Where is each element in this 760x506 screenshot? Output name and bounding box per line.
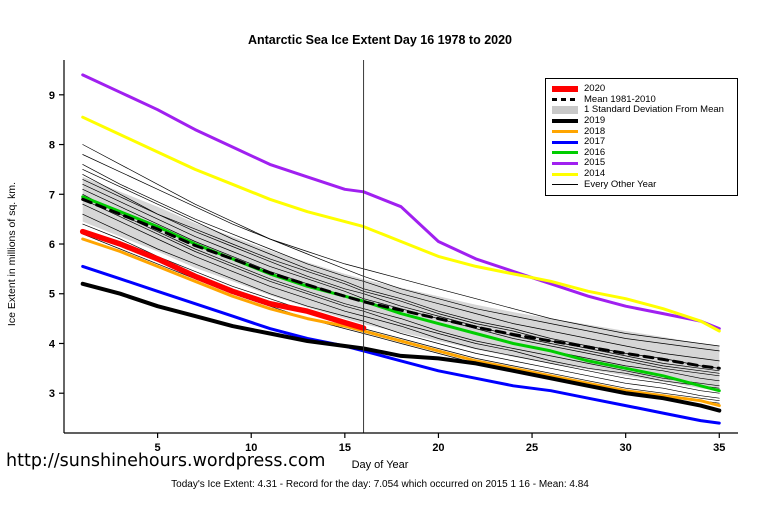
- legend-swatch: [552, 151, 578, 155]
- chart-title: Antarctic Sea Ice Extent Day 16 1978 to …: [247, 33, 513, 47]
- legend-swatch: [552, 98, 578, 102]
- legend-label: 2020: [584, 83, 606, 95]
- y-tick-label: 7: [49, 189, 55, 201]
- series-line-mean-1981-2010: [81, 197, 721, 370]
- legend-item-2014: 2014: [552, 169, 731, 180]
- legend-item-2020: 2020: [552, 84, 731, 95]
- legend-label: Mean 1981-2010: [584, 93, 656, 105]
- legend-swatch: [552, 130, 578, 134]
- legend-item-2019: 2019: [552, 116, 731, 127]
- legend-label: 2018: [584, 125, 606, 137]
- x-tick-label: 15: [339, 442, 351, 454]
- series-line-2015: [81, 73, 721, 331]
- series-line-2020: [79, 228, 367, 331]
- legend-item-2016: 2016: [552, 146, 731, 159]
- y-tick-label: 5: [49, 289, 55, 301]
- legend-item-1-standard-deviation-from-mean: 1 Standard Deviation From Mean: [552, 105, 731, 116]
- legend-swatch: [552, 184, 578, 186]
- x-tick-label: 20: [432, 442, 444, 454]
- y-tick-label: 6: [49, 239, 55, 251]
- y-axis-label: Ice Extent in millions of sq. km.: [6, 181, 18, 327]
- x-axis-label: Day of Year: [351, 459, 409, 471]
- legend-item-every-other-year: Every Other Year: [552, 179, 731, 190]
- legend-item-2018: 2018: [552, 126, 731, 137]
- every-other-year-line: [82, 193, 720, 387]
- every-other-year-line: [82, 213, 720, 399]
- every-other-year-line: [82, 169, 720, 369]
- x-tick-label: 10: [245, 442, 257, 454]
- every-other-year-line: [82, 223, 720, 402]
- legend-label: 2015: [584, 157, 606, 169]
- x-tick-label: 5: [155, 442, 161, 454]
- series-line-2014: [81, 115, 721, 333]
- legend-item-2017: 2017: [552, 137, 731, 148]
- legend-label: 2019: [584, 115, 606, 127]
- legend-item-mean-1981-2010: Mean 1981-2010: [552, 93, 731, 106]
- every-other-year-line: [82, 203, 720, 394]
- legend-label: 2014: [584, 168, 606, 180]
- y-tick-label: 4: [49, 338, 56, 350]
- legend-swatch: [552, 86, 578, 93]
- legend-label: 2017: [584, 136, 606, 148]
- every-other-year-line: [82, 198, 720, 389]
- y-tick-label: 9: [49, 90, 55, 102]
- every-other-year-line: [82, 174, 720, 374]
- legend-swatch: [552, 161, 578, 165]
- legend-label: 1 Standard Deviation From Mean: [584, 104, 724, 116]
- legend-label: Every Other Year: [584, 178, 657, 190]
- legend: 2020 Mean 1981-2010 1 Standard Deviation F…: [545, 78, 738, 196]
- x-tick-label: 30: [620, 442, 632, 454]
- legend-swatch: [552, 140, 578, 144]
- legend-swatch: [552, 119, 578, 124]
- legend-swatch: [552, 172, 578, 176]
- std-deviation-band: [82, 176, 720, 391]
- every-other-year-line: [82, 144, 720, 352]
- every-other-year-line: [82, 179, 720, 372]
- legend-swatch: [552, 106, 578, 115]
- x-tick-label: 35: [713, 442, 725, 454]
- series-line-2019: [80, 281, 722, 413]
- series-line-2017: [81, 264, 721, 425]
- legend-item-2015: 2015: [552, 158, 731, 169]
- series-line-2018: [81, 237, 721, 408]
- stats-caption: Today's Ice Extent: 4.31 - Record for th…: [171, 479, 589, 490]
- legend-label: 2016: [584, 146, 606, 158]
- every-other-year-line: [82, 154, 720, 347]
- y-tick-label: 3: [49, 388, 55, 400]
- watermark-url: http://sunshinehours.wordpress.com: [6, 451, 326, 471]
- y-tick-label: 8: [49, 140, 55, 152]
- x-tick-label: 25: [526, 442, 538, 454]
- every-other-year-line: [82, 164, 720, 362]
